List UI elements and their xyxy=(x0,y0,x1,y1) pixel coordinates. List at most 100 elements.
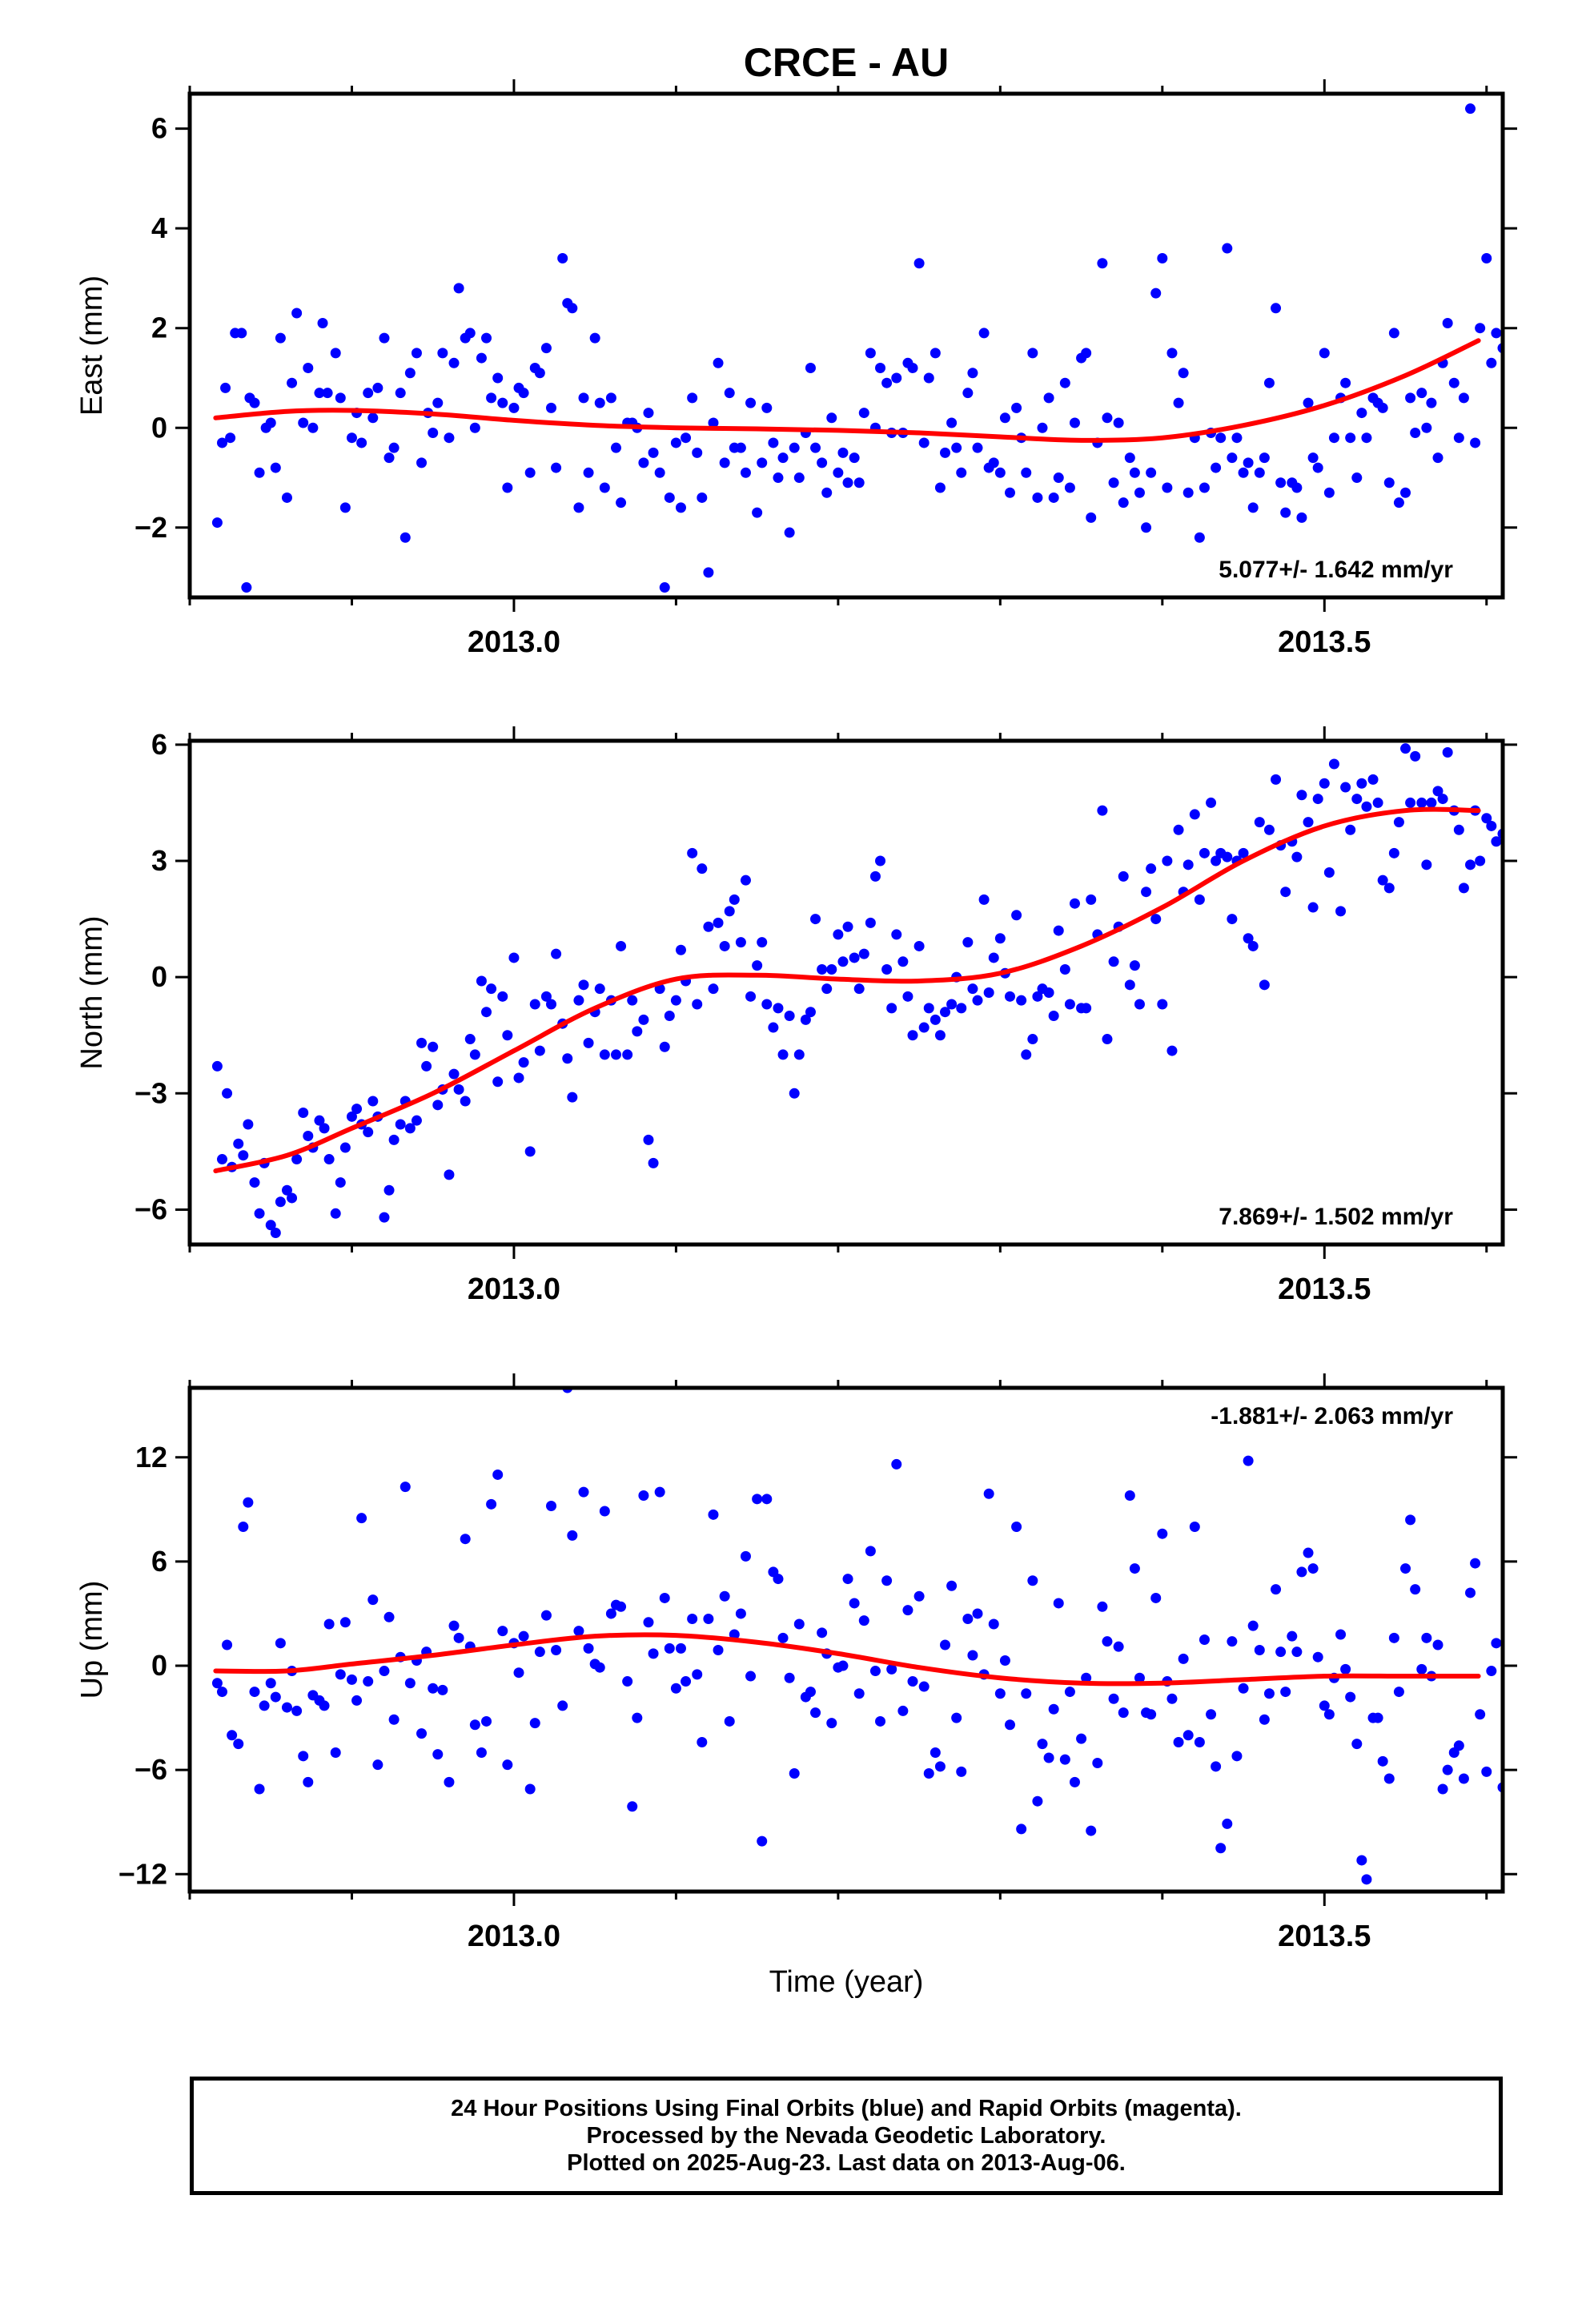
data-point xyxy=(881,1575,893,1586)
data-point xyxy=(875,855,886,866)
data-point xyxy=(1157,1528,1168,1539)
data-point xyxy=(1491,328,1502,339)
data-point xyxy=(1356,408,1367,419)
data-point xyxy=(745,991,757,1002)
data-point xyxy=(1416,797,1427,808)
data-point xyxy=(1312,794,1323,805)
data-point xyxy=(379,1666,390,1677)
data-point xyxy=(1303,397,1314,408)
data-point xyxy=(1465,1587,1476,1598)
data-point xyxy=(1043,987,1054,998)
data-point xyxy=(951,442,962,453)
data-point xyxy=(610,1049,621,1060)
data-point xyxy=(367,1096,379,1107)
data-point xyxy=(437,348,448,359)
data-point xyxy=(923,372,934,384)
data-point xyxy=(367,412,379,424)
data-point xyxy=(1004,487,1015,498)
data-point xyxy=(930,1747,941,1758)
data-point xyxy=(1351,1739,1363,1750)
data-point xyxy=(1345,1691,1356,1703)
data-point xyxy=(599,482,610,493)
data-point xyxy=(1222,243,1233,254)
data-point xyxy=(1367,774,1379,785)
data-point xyxy=(1053,925,1064,936)
data-point xyxy=(913,940,925,951)
data-point xyxy=(1475,323,1486,334)
data-point xyxy=(1243,457,1254,468)
data-point xyxy=(540,1610,552,1621)
data-point xyxy=(319,1123,330,1134)
data-point xyxy=(1280,507,1291,518)
data-point xyxy=(372,1759,383,1771)
data-point xyxy=(1247,502,1259,513)
data-point xyxy=(1421,1632,1432,1643)
data-point xyxy=(469,1719,480,1731)
data-point xyxy=(1182,1730,1194,1741)
data-point xyxy=(1206,797,1217,808)
data-point xyxy=(946,1580,958,1591)
data-point xyxy=(768,437,779,448)
chart-title: CRCE - AU xyxy=(744,40,949,85)
data-point xyxy=(1432,786,1443,797)
data-point xyxy=(388,1714,400,1725)
data-point xyxy=(1323,1709,1335,1720)
data-point xyxy=(1340,377,1351,388)
data-point xyxy=(1173,1736,1184,1747)
data-point xyxy=(518,388,529,399)
data-point xyxy=(1481,813,1492,824)
y-tick-label: 2 xyxy=(151,312,167,344)
data-point xyxy=(1481,1766,1492,1777)
data-point xyxy=(664,1011,675,1022)
x-tick-label: 2013.0 xyxy=(468,1273,560,1306)
data-point xyxy=(923,1768,934,1779)
data-point xyxy=(1238,1683,1249,1694)
data-point xyxy=(1475,855,1486,866)
data-point xyxy=(1146,467,1157,478)
data-point xyxy=(383,1184,395,1196)
data-point xyxy=(881,377,893,388)
data-point xyxy=(1416,388,1427,399)
data-point xyxy=(632,1712,643,1723)
data-point xyxy=(502,1759,513,1771)
data-point xyxy=(692,1669,703,1680)
data-point xyxy=(810,1707,821,1719)
data-point xyxy=(486,392,497,404)
data-point xyxy=(211,1678,223,1689)
data-point xyxy=(1016,995,1027,1006)
footer-box: 24 Hour Positions Using Final Orbits (bl… xyxy=(190,2077,1503,2195)
data-point xyxy=(437,1684,448,1695)
data-point xyxy=(546,999,557,1010)
data-point xyxy=(518,1057,529,1068)
data-point xyxy=(1048,1011,1059,1022)
panel-3: −12 −6 0 6 12 2013.0 2013.5 Up (mm) -1.881+/- 2.… xyxy=(75,1373,1517,1953)
data-point xyxy=(1426,397,1437,408)
data-point xyxy=(573,995,584,1006)
y-tick-label: 0 xyxy=(151,411,167,444)
data-point xyxy=(1199,1634,1210,1645)
data-point xyxy=(291,308,303,319)
data-point xyxy=(865,348,876,359)
data-point xyxy=(805,1687,816,1698)
data-point xyxy=(962,937,974,948)
data-point xyxy=(1377,875,1388,886)
data-point xyxy=(826,412,837,424)
data-point xyxy=(934,1761,946,1772)
data-point xyxy=(1335,906,1347,917)
data-point xyxy=(524,1146,536,1157)
data-point xyxy=(1053,472,1064,484)
data-point xyxy=(777,452,789,464)
data-point xyxy=(752,960,763,971)
data-point xyxy=(692,447,703,458)
data-point xyxy=(421,1060,432,1072)
data-point xyxy=(670,1683,681,1694)
x-tick-label: 2013.0 xyxy=(468,625,560,659)
data-point xyxy=(891,1458,902,1470)
data-point xyxy=(1393,497,1404,509)
data-point xyxy=(1222,851,1233,862)
data-point xyxy=(675,502,686,513)
data-point xyxy=(616,940,627,951)
data-point xyxy=(761,999,773,1010)
fit-line xyxy=(213,1632,1481,1687)
data-point xyxy=(757,937,768,948)
